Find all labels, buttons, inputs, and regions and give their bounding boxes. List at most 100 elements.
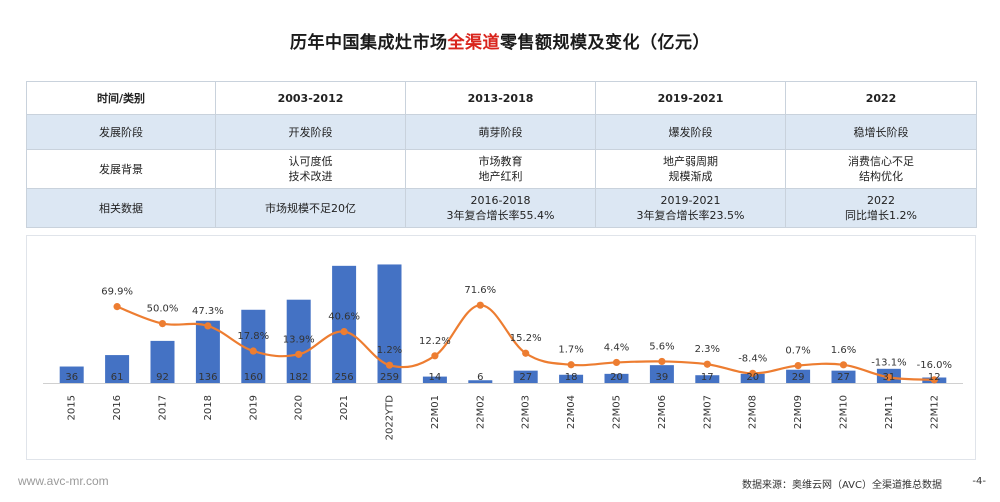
bar-value-22M05: 20 — [610, 372, 623, 383]
category-label-2018: 2018 — [203, 395, 214, 420]
bar-22M02 — [468, 380, 493, 383]
bar-value-22M06: 39 — [656, 372, 669, 383]
category-label-22M11: 22M11 — [884, 395, 895, 429]
category-label-22M09: 22M09 — [793, 395, 804, 429]
bar-2016 — [105, 355, 130, 383]
title-highlight: 全渠道 — [447, 33, 500, 53]
table-cell: 地产弱周期 规模渐成 — [595, 149, 786, 189]
growth-point-22M08 — [749, 369, 757, 377]
bar-2015 — [59, 366, 84, 383]
bar-value-2019: 160 — [244, 372, 263, 383]
table-cell: 市场规模不足20亿 — [215, 188, 406, 228]
category-label-22M04: 22M04 — [566, 395, 577, 429]
table-header-cell: 时间/类别 — [26, 81, 216, 115]
bar-value-2020: 182 — [289, 372, 308, 383]
bar-22M05 — [604, 373, 629, 383]
bar-value-22M03: 27 — [519, 372, 532, 383]
growth-point-22M06 — [658, 357, 666, 366]
category-label-2016: 2016 — [112, 395, 123, 420]
table-cell: 认可度低 技术改进 — [215, 149, 406, 189]
growth-label-2018: 47.3% — [192, 306, 224, 317]
growth-label-22M06: 5.6% — [649, 341, 674, 352]
title-suffix: 零售额规模及变化（亿元） — [500, 33, 710, 53]
category-label-22M06: 22M06 — [657, 395, 668, 429]
growth-point-2019 — [249, 347, 257, 355]
growth-point-22M07 — [703, 360, 711, 368]
category-label-22M10: 22M10 — [839, 395, 850, 429]
table-header-cell: 2013-2018 — [405, 81, 596, 115]
table-row-stage: 发展阶段 开发阶段 萌芽阶段 爆发阶段 稳增长阶段 — [26, 114, 977, 150]
bar-22M08 — [740, 373, 765, 383]
bar-value-2021: 256 — [335, 372, 354, 383]
category-label-2022YTD: 2022YTD — [385, 395, 396, 441]
table-cell: 2022 同比增长1.2% — [785, 188, 977, 228]
bar-value-22M02: 6 — [477, 372, 483, 383]
growth-label-22M04: 1.7% — [558, 345, 583, 356]
category-label-22M01: 22M01 — [430, 395, 441, 429]
bar-2019 — [241, 309, 266, 383]
growth-label-22M10: 1.6% — [831, 345, 856, 356]
growth-label-22M01: 12.2% — [419, 336, 451, 347]
growth-point-22M01 — [431, 352, 439, 360]
category-label-22M08: 22M08 — [748, 395, 759, 429]
bar-22M10 — [831, 370, 856, 383]
growth-label-22M07: 2.3% — [695, 344, 720, 355]
bar-value-2017: 92 — [156, 372, 169, 383]
growth-point-22M03 — [522, 349, 530, 357]
bar-value-22M07: 17 — [701, 372, 714, 383]
growth-point-22M12 — [930, 376, 938, 384]
bar-22M06 — [649, 365, 674, 383]
table-row-label: 相关数据 — [26, 188, 216, 228]
growth-point-2022YTD — [385, 361, 394, 369]
growth-point-22M10 — [839, 361, 848, 369]
category-label-2021: 2021 — [339, 395, 350, 420]
growth-label-2019: 17.8% — [237, 331, 269, 342]
category-label-2017: 2017 — [158, 395, 169, 420]
table-cell: 2016-2018 3年复合增长率55.4% — [405, 188, 596, 228]
category-label-22M03: 22M03 — [521, 395, 532, 429]
category-label-22M07: 22M07 — [702, 395, 713, 429]
table-row-background: 发展背景 认可度低 技术改进 市场教育 地产红利 地产弱周期 规模渐成 消费信心… — [26, 149, 977, 189]
category-label-22M02: 22M02 — [475, 395, 486, 429]
data-source: 数据来源：奥维云网（AVC）全渠道推总数据 — [741, 480, 942, 491]
table-cell: 消费信心不足 结构优化 — [785, 149, 977, 189]
growth-label-22M02: 71.6% — [464, 285, 496, 296]
table-cell: 萌芽阶段 — [405, 114, 596, 150]
category-label-2019: 2019 — [248, 395, 259, 420]
table-cell: 爆发阶段 — [595, 114, 786, 150]
website-url: www.avc-mr.com — [18, 474, 109, 488]
growth-point-2016 — [113, 303, 121, 311]
bar-2018 — [195, 320, 220, 383]
growth-label-2020: 13.9% — [283, 334, 315, 345]
bar-value-22M11: 31 — [883, 372, 896, 383]
bar-value-22M09: 29 — [792, 372, 805, 383]
growth-label-2017: 50.0% — [147, 304, 179, 315]
growth-point-22M05 — [612, 358, 621, 367]
bar-22M04 — [559, 374, 584, 383]
growth-label-2016: 69.9% — [101, 287, 133, 298]
bar-22M03 — [513, 370, 538, 383]
growth-point-2021 — [340, 328, 348, 336]
bar-value-22M08: 20 — [746, 372, 759, 383]
table-cell: 稳增长阶段 — [785, 114, 977, 150]
bar-2017 — [150, 340, 175, 383]
retail-sales-chart: 69.9% 50.0% 47.3% 17.8% 13.9% 40.6% 1.2% 12.2% 7… — [43, 264, 963, 441]
title-prefix: 历年中国集成灶市场 — [290, 33, 448, 53]
category-label-22M05: 22M05 — [612, 395, 623, 429]
growth-point-2017 — [158, 319, 167, 328]
bar-2021 — [332, 265, 357, 383]
table-cell: 2019-2021 3年复合增长率23.5% — [595, 188, 786, 228]
bar-value-2018: 136 — [198, 372, 217, 383]
category-label-2020: 2020 — [294, 395, 305, 420]
page-number: -4- — [972, 476, 986, 487]
category-label-22M12: 22M12 — [929, 395, 940, 429]
chart-panel: 69.9% 50.0% 47.3% 17.8% 13.9% 40.6% 1.2% 12.2% 7… — [26, 235, 976, 460]
table-row-data: 相关数据 市场规模不足20亿 2016-2018 3年复合增长率55.4% 20… — [26, 188, 977, 228]
stage-table: 时间/类别 2003-2012 2013-2018 2019-2021 2022… — [26, 81, 977, 228]
growth-point-22M04 — [567, 361, 575, 369]
table-header-cell: 2022 — [785, 81, 977, 115]
growth-point-2020 — [295, 350, 303, 358]
table-header-cell: 2019-2021 — [595, 81, 786, 115]
growth-label-2022YTD: 1.2% — [377, 345, 402, 356]
bar-value-22M01: 14 — [429, 372, 442, 383]
